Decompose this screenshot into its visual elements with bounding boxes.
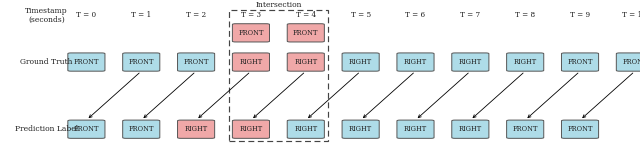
- Text: T = 6: T = 6: [405, 11, 426, 19]
- FancyBboxPatch shape: [561, 53, 598, 71]
- Text: RIGHT: RIGHT: [513, 58, 537, 66]
- Text: T = 2: T = 2: [186, 11, 206, 19]
- Text: FRONT: FRONT: [622, 58, 640, 66]
- Text: RIGHT: RIGHT: [404, 58, 427, 66]
- FancyBboxPatch shape: [68, 120, 105, 138]
- FancyBboxPatch shape: [507, 120, 544, 138]
- Text: RIGHT: RIGHT: [349, 125, 372, 133]
- FancyBboxPatch shape: [177, 53, 214, 71]
- FancyBboxPatch shape: [68, 53, 105, 71]
- FancyBboxPatch shape: [342, 120, 380, 138]
- Text: T = 7: T = 7: [460, 11, 481, 19]
- Text: FRONT: FRONT: [567, 58, 593, 66]
- FancyBboxPatch shape: [452, 53, 489, 71]
- FancyBboxPatch shape: [616, 53, 640, 71]
- FancyBboxPatch shape: [287, 120, 324, 138]
- FancyBboxPatch shape: [342, 53, 380, 71]
- Text: FRONT: FRONT: [183, 58, 209, 66]
- Text: T = 1: T = 1: [131, 11, 152, 19]
- Text: FRONT: FRONT: [293, 29, 319, 37]
- FancyBboxPatch shape: [232, 120, 269, 138]
- Text: FRONT: FRONT: [129, 125, 154, 133]
- FancyBboxPatch shape: [397, 120, 434, 138]
- FancyBboxPatch shape: [452, 120, 489, 138]
- FancyBboxPatch shape: [123, 53, 160, 71]
- Text: FRONT: FRONT: [567, 125, 593, 133]
- Text: RIGHT: RIGHT: [294, 58, 317, 66]
- Text: Timestamp
(seconds): Timestamp (seconds): [26, 7, 68, 24]
- Text: T = 3: T = 3: [241, 11, 261, 19]
- Text: T = 5: T = 5: [351, 11, 371, 19]
- Text: FRONT: FRONT: [513, 125, 538, 133]
- Text: T = 4: T = 4: [296, 11, 316, 19]
- FancyBboxPatch shape: [123, 120, 160, 138]
- FancyBboxPatch shape: [177, 120, 214, 138]
- FancyBboxPatch shape: [397, 53, 434, 71]
- Text: RIGHT: RIGHT: [459, 58, 482, 66]
- Text: RIGHT: RIGHT: [459, 125, 482, 133]
- FancyBboxPatch shape: [507, 53, 544, 71]
- FancyBboxPatch shape: [232, 53, 269, 71]
- FancyBboxPatch shape: [561, 120, 598, 138]
- Text: RIGHT: RIGHT: [184, 125, 208, 133]
- Text: Prediction Label: Prediction Label: [15, 125, 78, 133]
- Text: T = 0: T = 0: [76, 11, 97, 19]
- Text: Ground Truth: Ground Truth: [20, 58, 73, 66]
- Text: FRONT: FRONT: [74, 58, 99, 66]
- FancyBboxPatch shape: [232, 24, 269, 42]
- Text: RIGHT: RIGHT: [349, 58, 372, 66]
- FancyBboxPatch shape: [287, 53, 324, 71]
- Text: RIGHT: RIGHT: [239, 125, 262, 133]
- Text: RIGHT: RIGHT: [294, 125, 317, 133]
- Text: RIGHT: RIGHT: [239, 58, 262, 66]
- FancyBboxPatch shape: [287, 24, 324, 42]
- Text: RIGHT: RIGHT: [404, 125, 427, 133]
- Text: T = 9: T = 9: [570, 11, 590, 19]
- Text: FRONT: FRONT: [74, 125, 99, 133]
- Text: T = 10: T = 10: [623, 11, 640, 19]
- Text: FRONT: FRONT: [238, 29, 264, 37]
- Text: FRONT: FRONT: [129, 58, 154, 66]
- Text: T = 8: T = 8: [515, 11, 535, 19]
- Text: Intersection: Intersection: [255, 1, 301, 9]
